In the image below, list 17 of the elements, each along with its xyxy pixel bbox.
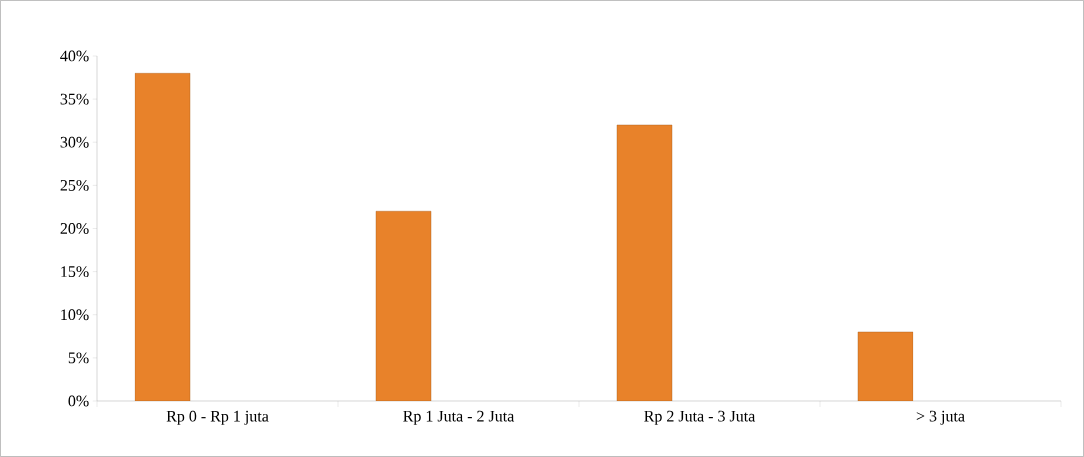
bar [616,124,673,401]
x-tick-label: > 3 juta [916,410,965,425]
x-tick-label: Rp 2 Juta - 3 Juta [644,410,756,425]
x-tick-label: Rp 1 Juta - 2 Juta [403,410,515,425]
y-tick-label: 10% [61,309,89,321]
bar [857,331,914,401]
x-tick-label: Rp 0 - Rp 1 juta [166,410,269,425]
y-tick-label: 5% [68,352,89,364]
y-tick-label: 35% [60,93,89,105]
y-tick-label: 0% [68,395,89,407]
y-tick-label: 25% [60,179,89,191]
y-tick-label: 40% [60,50,89,62]
y-tick-label: 20% [60,223,89,234]
y-tick-label: 30% [60,136,89,148]
bar [134,73,191,401]
bar [375,211,432,401]
y-tick-label: 15% [61,266,89,278]
